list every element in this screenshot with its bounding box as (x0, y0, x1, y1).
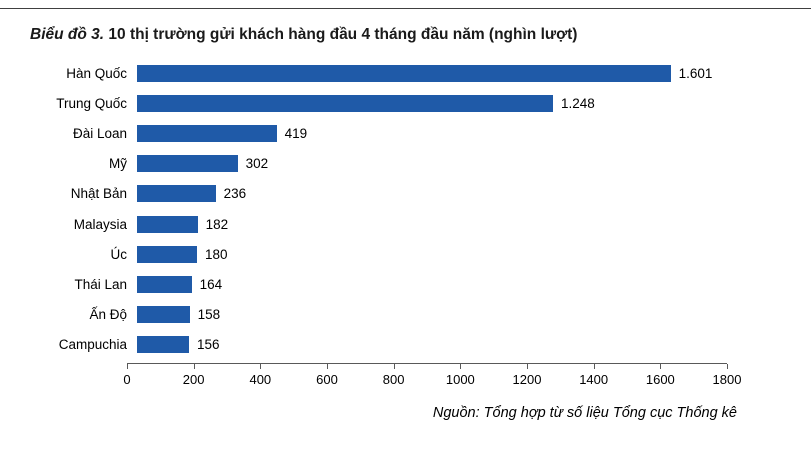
value-label: 302 (245, 156, 269, 172)
bar (137, 124, 277, 142)
x-axis-tick-label: 200 (182, 372, 205, 387)
value-label: 164 (199, 276, 223, 292)
bar (137, 336, 189, 354)
chart-row: Malaysia 182 (30, 209, 712, 239)
x-axis-tick (193, 364, 195, 369)
x-axis-tick (727, 364, 728, 369)
value-label: 180 (205, 246, 228, 262)
bar (137, 245, 197, 263)
chart-row: Campuchia 156 (30, 330, 712, 360)
x-axis-tick-label: 1000 (445, 372, 475, 387)
chart-row: Thái Lan 164 (30, 269, 712, 299)
bar-chart: Hàn Quốc 1.601 Trung Quốc 1.248 Đài Loan 419 M… (30, 58, 712, 360)
x-axis-tick (527, 364, 528, 369)
category-label: Mỹ (109, 156, 127, 172)
x-axis-tick (127, 364, 128, 369)
value-label: 156 (197, 337, 220, 353)
value-label: 236 (223, 186, 247, 202)
chart-title-prefix: Biểu đồ 3. (30, 26, 105, 43)
category-label: Campuchia (58, 337, 127, 353)
x-axis-tick-label: 0 (123, 372, 131, 387)
category-label: Malaysia (73, 216, 127, 232)
chart-row: Mỹ 302 (30, 149, 712, 179)
category-label: Nhật Bản (70, 186, 127, 202)
value-label: 419 (284, 125, 308, 141)
x-axis-tick-label: 1800 (712, 372, 742, 387)
chart-title-text: 10 thị trường gửi khách hàng đầu 4 tháng… (108, 26, 578, 43)
chart-row: Đài Loan 419 (30, 118, 712, 148)
x-axis-tick-label: 1400 (579, 372, 609, 387)
chart-row: Trung Quốc 1.248 (30, 88, 712, 118)
chart-title: Biểu đồ 3. 10 thị trường gửi khách hàng … (30, 26, 790, 44)
x-axis-tick-label: 600 (316, 372, 338, 387)
x-axis-tick-label: 1200 (512, 372, 542, 387)
bar (137, 155, 238, 173)
value-label: 1.601 (678, 65, 713, 81)
value-label: 182 (205, 216, 229, 232)
category-label: Đài Loan (72, 125, 127, 141)
source-note: Nguồn: Tổng hợp từ số liệu Tổng cục Thốn… (432, 405, 737, 421)
x-axis: 0 200 400 600 800 1000 1200 1400 1600 1800 (123, 363, 741, 387)
top-divider (0, 8, 811, 9)
x-axis-tick (260, 364, 262, 369)
x-axis-tick (327, 364, 328, 369)
value-label: 158 (197, 307, 221, 323)
bar (137, 94, 553, 112)
category-label: Thái Lan (74, 276, 127, 292)
x-axis-tick-label: 800 (382, 372, 405, 387)
x-axis-tick (660, 364, 662, 369)
value-label: 1.248 (561, 95, 595, 111)
x-axis-tick-label: 1600 (645, 372, 675, 387)
x-axis-tick-label: 400 (249, 372, 272, 387)
category-label: Hàn Quốc (66, 65, 127, 81)
bar (137, 64, 671, 82)
bar (137, 275, 192, 293)
chart-row: Hàn Quốc 1.601 (30, 58, 712, 88)
category-label: Úc (110, 246, 128, 262)
x-axis-tick (593, 364, 595, 369)
category-label: Trung Quốc (56, 95, 127, 111)
bar (137, 306, 190, 324)
x-axis-tick (460, 364, 462, 369)
chart-row: Úc 180 (30, 239, 712, 269)
x-axis-tick (393, 364, 395, 369)
bar (137, 215, 198, 233)
chart-row: Nhật Bản 236 (30, 179, 712, 209)
chart-row: Ấn Độ 158 (30, 300, 712, 330)
bar (137, 185, 216, 203)
category-label: Ấn Độ (89, 307, 127, 323)
